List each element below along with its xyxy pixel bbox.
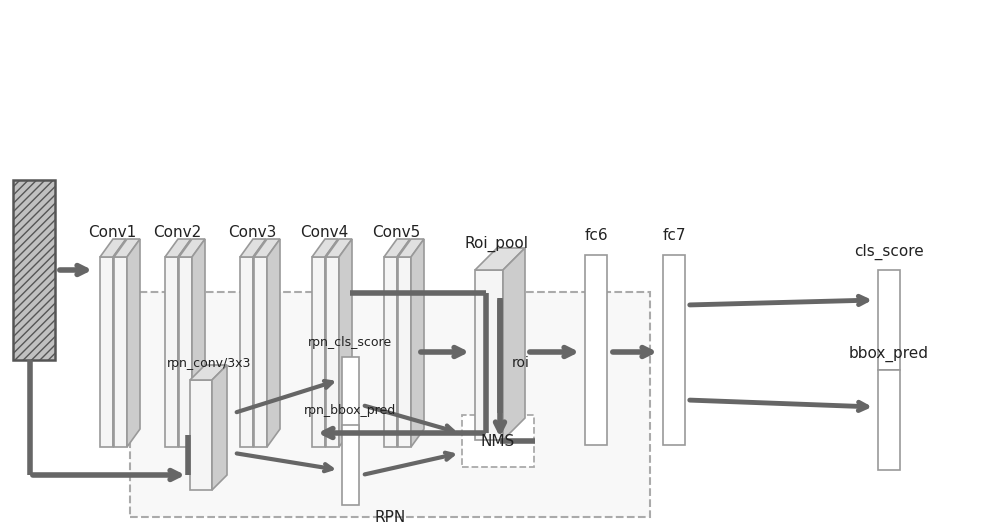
Text: NMS: NMS <box>481 434 515 448</box>
Polygon shape <box>100 239 126 257</box>
Text: Conv1: Conv1 <box>88 225 136 240</box>
Text: roi: roi <box>512 356 530 370</box>
Polygon shape <box>254 239 280 257</box>
Bar <box>878 370 900 470</box>
Polygon shape <box>253 239 266 447</box>
Polygon shape <box>326 239 352 257</box>
Text: cls_score: cls_score <box>854 244 924 260</box>
Bar <box>663 255 685 445</box>
Polygon shape <box>212 365 227 490</box>
Polygon shape <box>325 239 338 447</box>
Bar <box>13 180 55 360</box>
Text: Conv3: Conv3 <box>228 225 276 240</box>
Polygon shape <box>240 239 266 257</box>
Polygon shape <box>114 257 127 447</box>
Polygon shape <box>384 239 410 257</box>
Polygon shape <box>165 239 191 257</box>
Bar <box>342 425 359 505</box>
Polygon shape <box>165 257 178 447</box>
Text: Roi_pool: Roi_pool <box>465 236 529 252</box>
Polygon shape <box>397 239 410 447</box>
Polygon shape <box>384 257 397 447</box>
Polygon shape <box>240 257 253 447</box>
Polygon shape <box>190 365 227 380</box>
Polygon shape <box>114 239 140 257</box>
Polygon shape <box>475 248 525 270</box>
Text: fc7: fc7 <box>662 228 686 243</box>
Polygon shape <box>503 248 525 440</box>
FancyBboxPatch shape <box>462 415 534 467</box>
Text: rpn_cls_score: rpn_cls_score <box>308 336 392 349</box>
Text: Conv5: Conv5 <box>372 225 420 240</box>
Polygon shape <box>411 239 424 447</box>
Polygon shape <box>254 257 267 447</box>
Polygon shape <box>179 239 205 257</box>
Text: Conv2: Conv2 <box>153 225 201 240</box>
Polygon shape <box>339 239 352 447</box>
Polygon shape <box>312 257 325 447</box>
Text: rpn_conv/3x3: rpn_conv/3x3 <box>167 357 251 370</box>
Bar <box>585 255 607 445</box>
Polygon shape <box>192 239 205 447</box>
Polygon shape <box>179 257 192 447</box>
Text: bbox_pred: bbox_pred <box>849 346 929 362</box>
Text: rpn_bbox_pred: rpn_bbox_pred <box>304 404 396 417</box>
Polygon shape <box>326 257 339 447</box>
Bar <box>878 270 900 370</box>
Bar <box>342 357 359 437</box>
Polygon shape <box>113 239 126 447</box>
Polygon shape <box>312 239 338 257</box>
Text: fc6: fc6 <box>584 228 608 243</box>
Polygon shape <box>127 239 140 447</box>
Text: RPN: RPN <box>374 510 406 525</box>
Polygon shape <box>398 239 424 257</box>
Polygon shape <box>398 257 411 447</box>
Polygon shape <box>178 239 191 447</box>
Polygon shape <box>190 380 212 490</box>
FancyBboxPatch shape <box>130 292 650 517</box>
Polygon shape <box>267 239 280 447</box>
Text: Conv4: Conv4 <box>300 225 348 240</box>
Polygon shape <box>475 270 503 440</box>
Polygon shape <box>100 257 113 447</box>
